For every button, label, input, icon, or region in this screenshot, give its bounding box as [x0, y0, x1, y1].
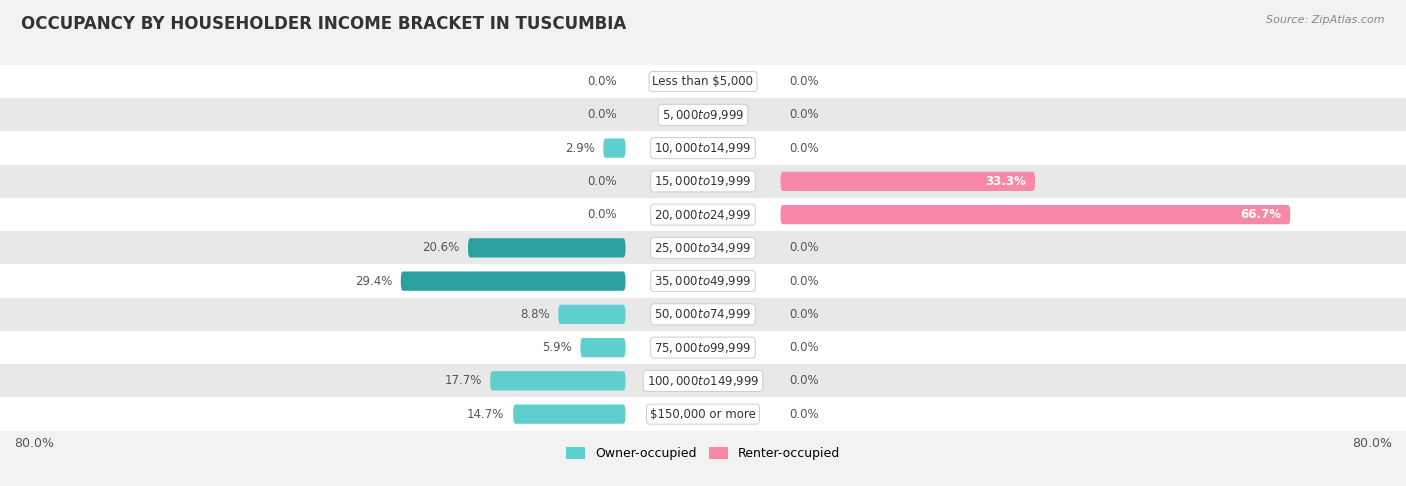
- Text: $25,000 to $34,999: $25,000 to $34,999: [654, 241, 752, 255]
- Text: 17.7%: 17.7%: [444, 374, 482, 387]
- Text: 33.3%: 33.3%: [986, 175, 1026, 188]
- FancyBboxPatch shape: [0, 264, 1406, 298]
- Text: $5,000 to $9,999: $5,000 to $9,999: [662, 108, 744, 122]
- Text: $15,000 to $19,999: $15,000 to $19,999: [654, 174, 752, 189]
- Text: 5.9%: 5.9%: [543, 341, 572, 354]
- Text: 0.0%: 0.0%: [789, 408, 818, 420]
- Text: 0.0%: 0.0%: [588, 108, 617, 122]
- FancyBboxPatch shape: [0, 231, 1406, 264]
- Text: $75,000 to $99,999: $75,000 to $99,999: [654, 341, 752, 355]
- Text: 0.0%: 0.0%: [588, 208, 617, 221]
- Text: 20.6%: 20.6%: [422, 242, 460, 254]
- FancyBboxPatch shape: [468, 238, 626, 258]
- Text: 66.7%: 66.7%: [1240, 208, 1282, 221]
- Text: $100,000 to $149,999: $100,000 to $149,999: [647, 374, 759, 388]
- Text: Less than $5,000: Less than $5,000: [652, 75, 754, 88]
- FancyBboxPatch shape: [513, 404, 626, 424]
- Text: 80.0%: 80.0%: [1353, 437, 1392, 450]
- FancyBboxPatch shape: [581, 338, 626, 357]
- Text: Source: ZipAtlas.com: Source: ZipAtlas.com: [1267, 15, 1385, 25]
- FancyBboxPatch shape: [0, 398, 1406, 431]
- FancyBboxPatch shape: [0, 198, 1406, 231]
- Text: 0.0%: 0.0%: [789, 341, 818, 354]
- Text: $50,000 to $74,999: $50,000 to $74,999: [654, 307, 752, 321]
- FancyBboxPatch shape: [780, 205, 1291, 224]
- Text: OCCUPANCY BY HOUSEHOLDER INCOME BRACKET IN TUSCUMBIA: OCCUPANCY BY HOUSEHOLDER INCOME BRACKET …: [21, 15, 626, 33]
- FancyBboxPatch shape: [0, 298, 1406, 331]
- Text: 0.0%: 0.0%: [789, 108, 818, 122]
- FancyBboxPatch shape: [0, 364, 1406, 398]
- FancyBboxPatch shape: [491, 371, 626, 391]
- Text: 0.0%: 0.0%: [789, 75, 818, 88]
- Text: $150,000 or more: $150,000 or more: [650, 408, 756, 420]
- Text: 29.4%: 29.4%: [354, 275, 392, 288]
- FancyBboxPatch shape: [0, 65, 1406, 98]
- Text: 0.0%: 0.0%: [588, 175, 617, 188]
- FancyBboxPatch shape: [0, 98, 1406, 132]
- Text: 0.0%: 0.0%: [789, 141, 818, 155]
- Legend: Owner-occupied, Renter-occupied: Owner-occupied, Renter-occupied: [561, 442, 845, 465]
- FancyBboxPatch shape: [401, 272, 626, 291]
- Text: 0.0%: 0.0%: [789, 242, 818, 254]
- FancyBboxPatch shape: [558, 305, 626, 324]
- FancyBboxPatch shape: [0, 165, 1406, 198]
- Text: 8.8%: 8.8%: [520, 308, 550, 321]
- Text: $35,000 to $49,999: $35,000 to $49,999: [654, 274, 752, 288]
- Text: 0.0%: 0.0%: [789, 374, 818, 387]
- FancyBboxPatch shape: [0, 132, 1406, 165]
- Text: 80.0%: 80.0%: [14, 437, 53, 450]
- FancyBboxPatch shape: [603, 139, 626, 158]
- Text: 0.0%: 0.0%: [789, 275, 818, 288]
- FancyBboxPatch shape: [780, 172, 1035, 191]
- FancyBboxPatch shape: [0, 331, 1406, 364]
- Text: 0.0%: 0.0%: [789, 308, 818, 321]
- Text: 0.0%: 0.0%: [588, 75, 617, 88]
- Text: $20,000 to $24,999: $20,000 to $24,999: [654, 208, 752, 222]
- Text: 2.9%: 2.9%: [565, 141, 595, 155]
- Text: 14.7%: 14.7%: [467, 408, 505, 420]
- Text: $10,000 to $14,999: $10,000 to $14,999: [654, 141, 752, 155]
